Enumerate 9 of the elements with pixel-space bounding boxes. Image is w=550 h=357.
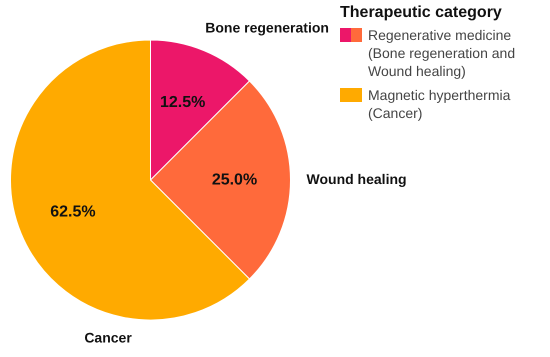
text: Regenerative medicine (Bone regeneration and Wound healing) (368, 26, 516, 80)
legend-label: Bone regeneration (205, 19, 329, 36)
text: Magnetic hyperthermia (Cancer) (368, 86, 512, 122)
data-label: 25.0% (212, 171, 258, 188)
slice-label: Wound healing (306, 170, 407, 187)
legend-title: Therapeutic category (340, 4, 503, 22)
slice-label: Cancer (84, 329, 132, 346)
data-label: 62.5% (50, 204, 96, 221)
data-label: 12.5% (160, 94, 206, 111)
